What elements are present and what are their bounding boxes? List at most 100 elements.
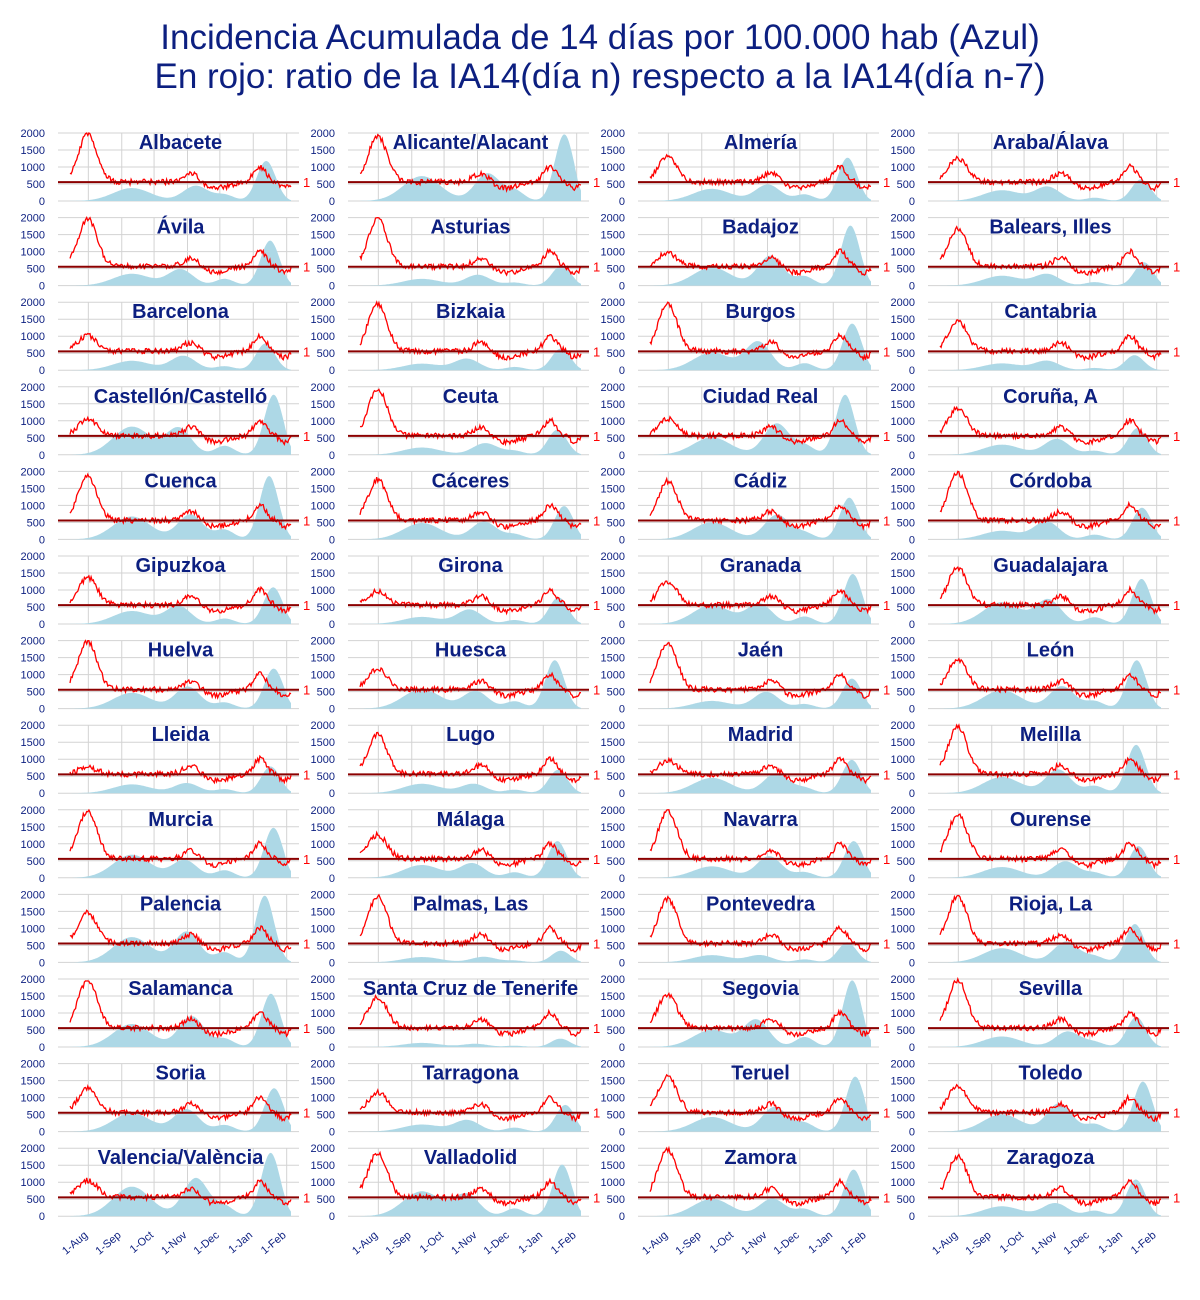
panel-title: Guadalajara <box>993 555 1108 577</box>
x-tick-label: 1-Nov <box>1029 1229 1060 1257</box>
y-tick-label: 500 <box>607 771 625 783</box>
y-tick-label: 500 <box>317 1025 335 1037</box>
panel-title: Coruña, A <box>1003 386 1098 408</box>
ratio-line <box>359 216 582 277</box>
panel-title: Toledo <box>1018 1063 1082 1085</box>
panel-title: Cádiz <box>734 470 787 492</box>
y-tick-label: 500 <box>897 1025 915 1037</box>
y-tick-label: 1000 <box>891 1177 915 1189</box>
incidence-area <box>940 262 1161 286</box>
panel-madrid: 0 500 1000 1500 2000 1 Madrid <box>601 720 891 800</box>
incidence-area <box>360 1038 581 1047</box>
incidence-area <box>940 744 1161 794</box>
y-tick-label: 500 <box>897 179 915 191</box>
panel-granada: 0 500 1000 1500 2000 1 Granada <box>601 551 891 631</box>
y-tick-label: 500 <box>27 771 45 783</box>
ratio-one-label: 1 <box>883 175 890 190</box>
ratio-one-label: 1 <box>1173 1190 1180 1205</box>
y-tick-label: 0 <box>619 788 625 800</box>
y-tick-label: 2000 <box>601 720 625 732</box>
y-tick-label: 500 <box>607 856 625 868</box>
ratio-one-label: 1 <box>1173 598 1180 613</box>
y-tick-label: 1000 <box>601 754 625 766</box>
panel-salamanca: 0 500 1000 1500 2000 1 Salamanca <box>21 974 311 1054</box>
y-tick-label: 500 <box>27 1025 45 1037</box>
x-tick-label: 1-Feb <box>549 1229 579 1257</box>
y-tick-label: 2000 <box>21 720 45 732</box>
ratio-one-label: 1 <box>593 429 600 444</box>
y-tick-label: 0 <box>39 619 45 631</box>
incidence-area <box>650 1169 871 1217</box>
incidence-area <box>650 574 871 624</box>
y-tick-label: 1000 <box>21 585 45 597</box>
y-tick-label: 1500 <box>21 1160 45 1172</box>
panel-coruna-a: 0 500 1000 1500 2000 1 Coruña, A <box>891 382 1181 462</box>
ratio-line <box>939 813 1162 870</box>
x-tick-label: 1-Jan <box>1096 1229 1125 1256</box>
y-tick-label: 2000 <box>601 805 625 817</box>
ratio-one-label: 1 <box>303 1021 310 1036</box>
y-tick-label: 0 <box>619 704 625 716</box>
y-tick-label: 0 <box>619 534 625 546</box>
y-tick-label: 1500 <box>601 568 625 580</box>
y-tick-label: 1000 <box>601 247 625 259</box>
ratio-one-label: 1 <box>593 1106 600 1121</box>
y-tick-label: 2000 <box>601 128 625 140</box>
y-tick-label: 2000 <box>311 974 335 986</box>
panel-lugo: 0 500 1000 1500 2000 1 Lugo <box>311 720 601 800</box>
ratio-one-label: 1 <box>883 1021 890 1036</box>
panel-title: Ourense <box>1010 809 1091 831</box>
chart-title: Incidencia Acumulada de 14 días por 100.… <box>0 18 1200 96</box>
y-tick-label: 500 <box>607 433 625 445</box>
ratio-line <box>939 470 1162 531</box>
incidence-area <box>650 225 871 286</box>
panel-title: Asturias <box>430 217 510 239</box>
y-tick-label: 0 <box>329 788 335 800</box>
y-tick-label: 0 <box>39 704 45 716</box>
y-tick-label: 1000 <box>891 500 915 512</box>
y-tick-label: 1000 <box>891 416 915 428</box>
y-tick-label: 1500 <box>601 1160 625 1172</box>
y-tick-label: 1000 <box>311 1093 335 1105</box>
panel-gipuzkoa: 0 500 1000 1500 2000 1 Gipuzkoa <box>21 551 311 631</box>
y-tick-label: 500 <box>27 687 45 699</box>
y-tick-label: 1500 <box>601 483 625 495</box>
panel-huesca: 0 500 1000 1500 2000 1 Huesca <box>311 636 601 716</box>
ratio-one-label: 1 <box>593 175 600 190</box>
y-tick-label: 1500 <box>891 230 915 242</box>
panel-title: Palencia <box>140 893 222 915</box>
x-tick-label: 1-Jan <box>516 1229 545 1256</box>
panel-title: Valencia/València <box>98 1147 265 1169</box>
y-tick-label: 0 <box>329 704 335 716</box>
ratio-line <box>69 909 292 953</box>
panel-title: Palmas, Las <box>413 893 529 915</box>
panel-rioja-la: 0 500 1000 1500 2000 1 Rioja, La <box>891 889 1181 969</box>
y-tick-label: 1500 <box>21 230 45 242</box>
x-tick-label: 1-Aug <box>640 1229 670 1257</box>
y-tick-label: 2000 <box>21 889 45 901</box>
incidence-area <box>940 355 1161 371</box>
y-tick-label: 1500 <box>21 399 45 411</box>
y-tick-label: 0 <box>329 1042 335 1054</box>
y-tick-label: 500 <box>27 940 45 952</box>
y-tick-label: 1000 <box>601 500 625 512</box>
incidence-area <box>940 428 1161 455</box>
y-tick-label: 500 <box>27 264 45 276</box>
y-tick-label: 500 <box>897 1110 915 1122</box>
y-tick-label: 2000 <box>311 297 335 309</box>
panel-title: Burgos <box>726 301 796 323</box>
incidence-area <box>360 1164 581 1217</box>
panel-title: Teruel <box>731 1063 790 1085</box>
y-tick-label: 0 <box>329 534 335 546</box>
y-tick-label: 1500 <box>21 991 45 1003</box>
ratio-line <box>359 993 582 1038</box>
y-tick-label: 500 <box>317 687 335 699</box>
ratio-line <box>939 976 1162 1038</box>
y-tick-label: 1500 <box>891 483 915 495</box>
incidence-area <box>70 240 291 286</box>
chart-title-line-2: En rojo: ratio de la IA14(día n) respect… <box>154 57 1046 96</box>
panel-title: Madrid <box>728 724 794 746</box>
y-tick-label: 500 <box>317 771 335 783</box>
y-tick-label: 0 <box>329 1211 335 1223</box>
y-tick-label: 1000 <box>21 839 45 851</box>
